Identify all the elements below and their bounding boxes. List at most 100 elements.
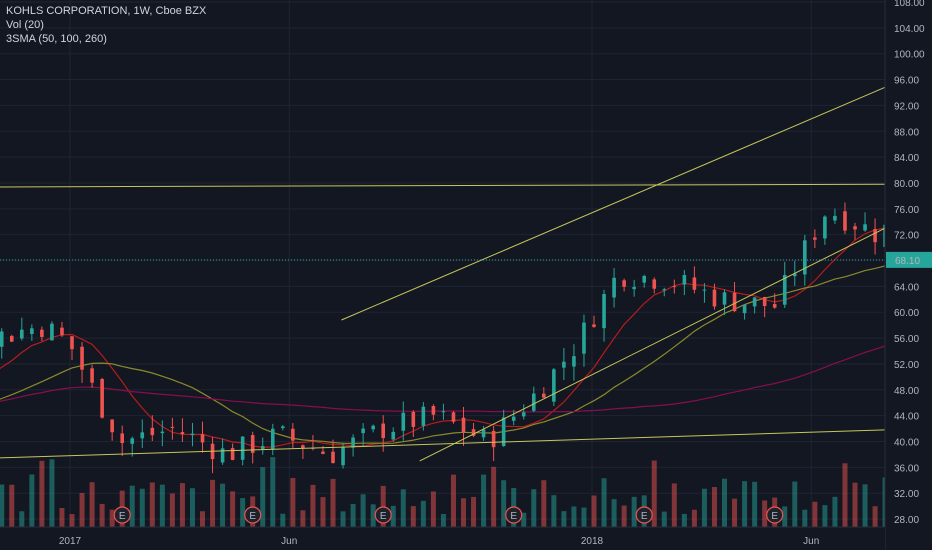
- volume-bar: [852, 482, 858, 527]
- volume-bar: [551, 495, 557, 527]
- volume-bar: [631, 496, 637, 527]
- candle-body: [632, 286, 636, 290]
- volume-bar: [230, 491, 236, 527]
- candle-body: [712, 289, 717, 307]
- price-tick-label: 108.00: [894, 0, 925, 9]
- volume-bar: [430, 491, 436, 527]
- volume-bar: [461, 498, 467, 527]
- volume-bar: [149, 482, 155, 527]
- candle-body: [110, 419, 114, 433]
- price-tick-label: 88.00: [894, 127, 919, 138]
- candle-body: [60, 327, 64, 336]
- candle-body: [722, 292, 727, 305]
- time-axis[interactable]: 2017Jun2018Jun2019Jun2020Jun2021Jun: [0, 526, 932, 550]
- trend-line: [0, 429, 886, 459]
- candle-body: [220, 448, 225, 463]
- earnings-marker[interactable]: E: [766, 506, 784, 524]
- volume-bar: [200, 511, 206, 527]
- candle-body: [341, 447, 345, 466]
- time-tick-label: 2018: [581, 536, 604, 547]
- marker-circle: [244, 506, 262, 524]
- candle-body: [672, 286, 677, 288]
- sma-indicator-label[interactable]: 3SMA (50, 100, 260): [6, 33, 107, 45]
- volume-bar: [210, 479, 216, 527]
- price-tick-label: 32.00: [894, 489, 919, 500]
- price-tick-label: 64.00: [894, 282, 919, 293]
- candle-body: [843, 211, 847, 231]
- earnings-marker[interactable]: E: [244, 506, 262, 524]
- volume-bar: [671, 483, 677, 527]
- price-tick-label: 44.00: [894, 412, 919, 423]
- price-tick-label: 96.00: [894, 76, 919, 87]
- candle-body: [250, 435, 255, 453]
- price-tick-label: 84.00: [894, 153, 919, 164]
- symbol-title[interactable]: KOHLS CORPORATION, 1W, Cboe BZX: [6, 5, 207, 17]
- volume-bar: [491, 466, 497, 527]
- volume-indicator-label[interactable]: Vol (20): [6, 19, 44, 31]
- volume-bar: [370, 504, 376, 527]
- candle-body: [642, 275, 646, 283]
- candle-body: [792, 273, 797, 277]
- volume-bar: [189, 488, 195, 527]
- volume-bar: [571, 506, 577, 527]
- volume-bar: [330, 478, 336, 527]
- volume-bar: [240, 498, 246, 527]
- earnings-marker[interactable]: E: [635, 506, 653, 524]
- candle-body: [100, 379, 104, 418]
- candle-body: [361, 428, 365, 434]
- candle-body: [662, 289, 667, 291]
- volume-bar: [99, 503, 105, 527]
- volume-bar: [79, 492, 85, 527]
- price-tick-label: 60.00: [894, 308, 919, 319]
- volume-bar: [360, 494, 366, 527]
- candle-body: [180, 432, 185, 435]
- volume-bar: [601, 478, 607, 527]
- price-axis[interactable]: 28.00 32.00 36.00 40.00 44.00 48.00 52.00 56.00…: [884, 0, 932, 550]
- marker-circle: [635, 506, 653, 524]
- volume-bar: [310, 484, 316, 527]
- volume-bar: [722, 478, 728, 527]
- volume-bar: [89, 482, 95, 527]
- volume-bar: [139, 488, 145, 527]
- price-tick-label: 92.00: [894, 101, 919, 112]
- volume-bar: [49, 459, 55, 527]
- volume-bar: [69, 514, 75, 527]
- sma-260-line: [0, 326, 932, 413]
- candle-body: [491, 430, 496, 448]
- candle-body: [501, 417, 506, 447]
- volume-bar: [179, 483, 185, 527]
- volume-bar: [481, 474, 487, 527]
- candle-body: [682, 275, 687, 285]
- candle-body: [813, 237, 817, 240]
- volume-bar: [872, 506, 878, 527]
- price-tick-label: 100.00: [894, 50, 925, 61]
- volume-bar: [400, 489, 406, 527]
- earnings-marker[interactable]: E: [505, 506, 523, 524]
- candle-body: [411, 411, 416, 427]
- volume-bar: [701, 488, 707, 527]
- sma-lines: [0, 215, 932, 449]
- trend-lines[interactable]: [0, 86, 886, 470]
- candle-body: [431, 406, 436, 415]
- marker-circle: [766, 506, 784, 524]
- time-axis-bg: [0, 527, 885, 550]
- volume-bar: [661, 511, 667, 527]
- marker-label: E: [119, 511, 126, 522]
- volume-bar: [762, 500, 768, 527]
- price-tick-label: 48.00: [894, 386, 919, 397]
- candle-body: [331, 451, 335, 464]
- earnings-marker[interactable]: E: [374, 506, 392, 524]
- earnings-marker[interactable]: E: [113, 506, 131, 524]
- price-tick-label: 36.00: [894, 463, 919, 474]
- candle-body: [742, 304, 747, 314]
- volume-bar: [300, 510, 306, 527]
- candlesticks: [0, 191, 928, 474]
- candle-body: [451, 412, 456, 422]
- volume-bar: [681, 513, 687, 527]
- candle-body: [170, 426, 175, 428]
- volume-bar: [691, 509, 697, 527]
- volume-bar: [732, 498, 738, 527]
- time-tick-label: 2017: [59, 536, 82, 547]
- candle-body: [401, 412, 406, 431]
